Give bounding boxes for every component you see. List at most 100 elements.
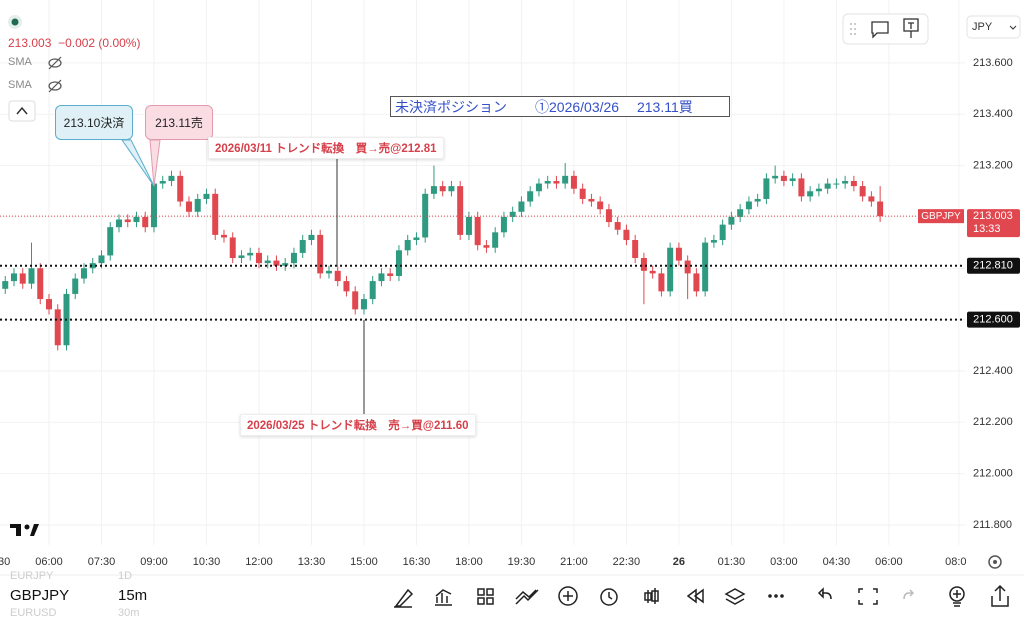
candle-body	[19, 273, 26, 284]
x-tick-label: 04:30	[0, 556, 10, 568]
currency-select[interactable]	[966, 15, 1021, 39]
last-price-label: 213.003	[973, 210, 1013, 222]
x-tick-label: 21:00	[560, 556, 588, 568]
draw-icon[interactable]	[394, 588, 414, 608]
candle-body	[37, 268, 44, 300]
tv-logo	[10, 524, 39, 536]
currency-label: JPY	[972, 21, 993, 33]
price-label: 212.600	[973, 314, 1013, 326]
active-symbol[interactable]: GBPJPY	[10, 587, 70, 604]
eye-icon[interactable]	[48, 58, 62, 68]
watch-interval: 30m	[118, 607, 140, 619]
candle-body	[763, 178, 770, 199]
idea-icon[interactable]	[949, 586, 965, 602]
candle-body	[527, 191, 534, 202]
eye-slash	[48, 79, 62, 93]
apps-icon[interactable]	[477, 588, 485, 596]
candle-body	[798, 178, 805, 197]
x-tick-label: 16:30	[403, 556, 431, 568]
candle-body	[422, 193, 429, 238]
candle-body	[255, 252, 262, 264]
share-icon[interactable]	[991, 584, 1009, 607]
candle-body	[833, 183, 840, 185]
watch-symbol[interactable]: EURUSD	[10, 607, 57, 619]
eye-icon[interactable]	[48, 81, 62, 91]
alert-icon[interactable]	[600, 588, 618, 606]
overlay: GBPJPY	[0, 209, 965, 321]
candle-body	[535, 183, 542, 192]
indicator-label: SMA	[8, 79, 32, 91]
candle-body	[675, 247, 682, 261]
candle-body	[579, 188, 586, 199]
candle-body	[824, 183, 831, 189]
candle-body	[334, 270, 341, 282]
x-tick-label: 03:00	[770, 556, 798, 568]
candle-body	[185, 201, 192, 212]
candle-body	[807, 191, 814, 197]
candle-body	[658, 273, 665, 292]
candle-body	[115, 219, 122, 228]
undo-icon[interactable]	[817, 587, 832, 600]
candle-body	[247, 252, 254, 256]
candle-body	[229, 237, 236, 258]
candle-body	[238, 255, 245, 258]
candle-body	[570, 175, 577, 189]
comment-icon[interactable]	[871, 21, 889, 39]
add-icon[interactable]	[558, 586, 578, 606]
indicator-icon[interactable]	[435, 589, 452, 606]
candle-body	[754, 198, 761, 202]
x-tick-label: 09:00	[140, 556, 168, 568]
candle-body	[264, 260, 271, 264]
y-tick-label: 213.600	[973, 57, 1013, 69]
candle-body	[89, 263, 96, 269]
x-tick-label: 19:30	[508, 556, 536, 568]
candle-body	[107, 227, 114, 256]
candle-body	[815, 188, 822, 192]
price-label: 212.810	[973, 260, 1013, 272]
candle-body	[693, 273, 700, 292]
candle-body	[290, 252, 297, 264]
replay-icon[interactable]	[686, 588, 704, 604]
candle-body	[404, 240, 411, 251]
candle-body	[378, 273, 385, 282]
y-tick-label: 212.200	[973, 416, 1013, 428]
trend-note: 2026/03/25 トレンド転換 売→買@211.60	[240, 414, 476, 436]
candle-body	[719, 224, 726, 241]
candle-body	[850, 180, 857, 187]
more-icon[interactable]	[768, 594, 784, 598]
symbol-tag	[918, 209, 964, 224]
dropdown-icon	[1009, 25, 1017, 30]
layers-icon[interactable]	[724, 588, 746, 605]
active-interval[interactable]: 15m	[118, 587, 148, 604]
redo-icon	[903, 589, 915, 600]
watch-symbol[interactable]: EURJPY	[10, 570, 54, 582]
candle-body	[325, 270, 332, 274]
collapse-button[interactable]	[8, 100, 36, 122]
compare-icon[interactable]	[515, 589, 539, 605]
candle-body	[212, 193, 219, 235]
candle-body	[492, 232, 499, 248]
settings-icon[interactable]	[988, 555, 1002, 569]
bar-style-icon[interactable]	[644, 588, 659, 604]
fullscreen-icon[interactable]	[858, 588, 878, 605]
candle-body	[772, 175, 779, 179]
status-dot	[11, 18, 19, 26]
countdown-label: 13:33	[973, 223, 1001, 235]
candle-body	[859, 186, 866, 197]
candle-body	[877, 201, 884, 217]
settings-icon-dot	[993, 560, 997, 564]
candles	[2, 163, 884, 351]
drag-handle	[850, 23, 856, 35]
x-tick-label: 22:30	[613, 556, 641, 568]
candle-body	[553, 180, 560, 184]
candle-body	[299, 240, 306, 253]
price-label-box	[967, 257, 1020, 274]
x-tick-label: 07:30	[88, 556, 116, 568]
candle-body	[10, 273, 17, 282]
candle-body	[710, 240, 717, 243]
candle-body	[544, 180, 551, 184]
candle-body	[72, 278, 79, 294]
candle-body	[28, 268, 35, 284]
candle-body	[220, 234, 227, 238]
candle-body	[623, 229, 630, 241]
